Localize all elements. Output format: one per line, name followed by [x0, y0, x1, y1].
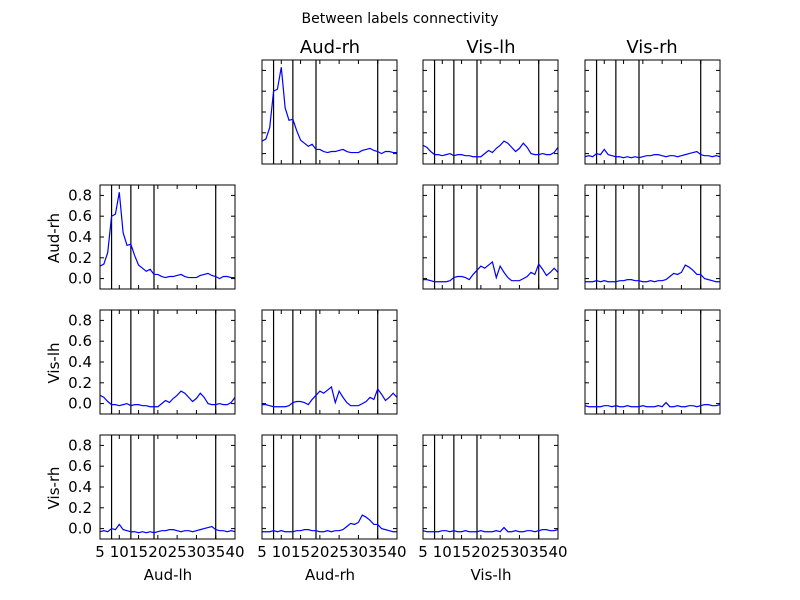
- x-tick-label: 40: [387, 543, 406, 561]
- connectivity-series-line: [99, 390, 236, 408]
- panel-frame: [261, 59, 398, 165]
- panel-aud-lh-aud-rh: [261, 59, 398, 165]
- y-tick-label: 0.6: [68, 207, 92, 225]
- plot-area: [262, 310, 397, 414]
- plot-area: [262, 60, 397, 164]
- panel-frame: [422, 59, 559, 165]
- row-label-aud-rh: Aud-rh: [45, 213, 63, 263]
- panel-frame: [422, 434, 559, 540]
- connectivity-series-line: [422, 526, 559, 533]
- x-label-vis-lh: Vis-lh: [470, 566, 511, 584]
- x-label-aud-rh: Aud-rh: [305, 566, 355, 584]
- panel-aud-rh-vis-rh: [584, 184, 721, 290]
- y-tick-label: 0.4: [68, 228, 92, 246]
- x-tick-label: 40: [225, 543, 244, 561]
- y-tick-label: 0.4: [68, 353, 92, 371]
- plot-area: [585, 310, 720, 414]
- connectivity-series-line: [584, 148, 721, 159]
- x-tick-label: 20: [310, 543, 329, 561]
- connectivity-series-line: [584, 401, 721, 408]
- row-label-vis-rh: Vis-rh: [45, 467, 63, 510]
- connectivity-series-line: [99, 523, 236, 534]
- x-tick-label: 25: [330, 543, 349, 561]
- panel-grid: 0.00.20.40.60.80.00.20.40.60.80.00.20.40…: [68, 59, 721, 561]
- y-tick-label: 0.6: [68, 457, 92, 475]
- x-label-aud-lh: Aud-lh: [144, 566, 192, 584]
- row-label-vis-lh: Vis-lh: [45, 342, 63, 383]
- panel-vis-lh-vis-rh: [584, 309, 721, 415]
- x-tick-label: 5: [257, 543, 267, 561]
- connectivity-series-line: [422, 140, 559, 158]
- column-title-vis-lh: Vis-lh: [466, 37, 515, 58]
- panel-vis-rh-vis-lh: 5 10 15 20 25 30 35 40: [418, 434, 568, 561]
- panel-frame: [584, 59, 721, 165]
- y-tick-label: 0.2: [68, 499, 92, 517]
- panel-frame: [99, 309, 236, 415]
- y-tick-label: 0.8: [68, 186, 92, 204]
- panel-frame: [584, 309, 721, 415]
- connectivity-series-line: [423, 260, 559, 283]
- y-tick-label: 0.6: [68, 332, 92, 350]
- connectivity-series-line: [585, 264, 720, 283]
- panel-vis-lh-aud-rh: [261, 309, 398, 415]
- y-tick-label: 0.0: [68, 270, 92, 288]
- x-tick-label: 35: [206, 543, 225, 561]
- plot-area: [585, 60, 720, 164]
- connectivity-series-line: [262, 385, 398, 408]
- y-tick-label: 0.2: [68, 249, 92, 267]
- plot-area: [262, 435, 397, 539]
- column-title-aud-rh: Aud-rh: [300, 37, 360, 58]
- panel-vis-rh-aud-lh: 0.0 0.2 0.4 0.6 0.8 5 10 15 20 25 30 35 40: [68, 434, 245, 561]
- x-tick-label: 25: [168, 543, 187, 561]
- plot-area: [100, 435, 235, 539]
- panel-aud-lh-vis-lh: [422, 59, 559, 165]
- panel-frame: [99, 434, 236, 540]
- connectivity-series-line: [262, 514, 397, 533]
- panel-frame: [422, 184, 559, 290]
- y-tick-label: 0.0: [68, 520, 92, 538]
- x-tick-label: 20: [471, 543, 490, 561]
- y-tick-label: 0.8: [68, 311, 92, 329]
- x-tick-label: 15: [452, 543, 471, 561]
- x-tick-label: 20: [148, 543, 167, 561]
- x-tick-label: 5: [95, 543, 105, 561]
- column-title-vis-rh: Vis-rh: [626, 37, 677, 58]
- plot-area: [585, 185, 720, 289]
- x-tick-label: 30: [510, 543, 529, 561]
- plot-area: [100, 310, 235, 414]
- x-tick-label: 10: [110, 543, 129, 561]
- panel-aud-rh-aud-lh: 0.0 0.2 0.4 0.6 0.8: [68, 184, 236, 290]
- x-tick-label: 15: [291, 543, 310, 561]
- x-tick-label: 10: [433, 543, 452, 561]
- plot-area: [423, 185, 558, 289]
- y-tick-label: 0.4: [68, 478, 92, 496]
- plot-area: [423, 60, 558, 164]
- y-tick-label: 0.2: [68, 374, 92, 392]
- x-tick-label: 25: [491, 543, 510, 561]
- panel-vis-lh-aud-lh: 0.0 0.2 0.4 0.6 0.8: [68, 309, 236, 415]
- panel-frame: [99, 184, 236, 290]
- y-tick-label: 0.0: [68, 395, 92, 413]
- panel-vis-rh-aud-rh: 5 10 15 20 25 30 35 40: [257, 434, 407, 561]
- x-tick-label: 15: [129, 543, 148, 561]
- panel-frame: [261, 309, 398, 415]
- plot-area: [100, 185, 235, 289]
- x-tick-label: 30: [187, 543, 206, 561]
- plot-area: [423, 435, 558, 539]
- x-tick-label: 5: [418, 543, 428, 561]
- x-tick-label: 40: [548, 543, 567, 561]
- y-tick-label: 0.8: [68, 436, 92, 454]
- panel-aud-lh-vis-rh: [584, 59, 721, 165]
- x-tick-label: 10: [272, 543, 291, 561]
- connectivity-series-line: [99, 192, 235, 280]
- panel-frame: [261, 434, 398, 540]
- x-tick-label: 30: [349, 543, 368, 561]
- figure-title: Between labels connectivity: [302, 11, 499, 27]
- panel-aud-rh-vis-lh: [422, 184, 559, 290]
- panel-frame: [584, 184, 721, 290]
- x-tick-label: 35: [529, 543, 548, 561]
- connectivity-series-line: [261, 67, 397, 155]
- x-tick-label: 35: [368, 543, 387, 561]
